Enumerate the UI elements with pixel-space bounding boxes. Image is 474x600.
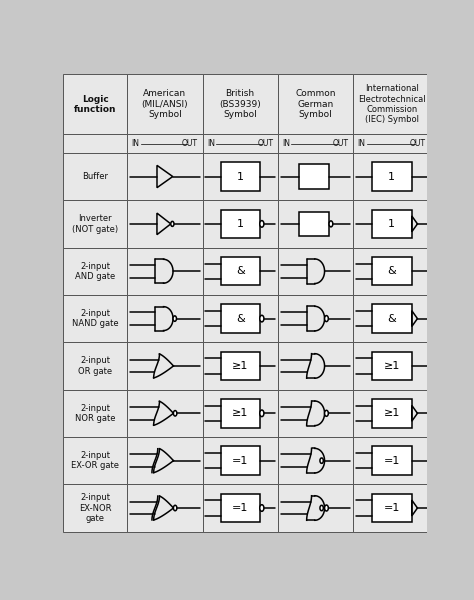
Bar xyxy=(372,399,412,428)
Ellipse shape xyxy=(260,221,264,227)
Ellipse shape xyxy=(260,315,264,322)
Bar xyxy=(202,248,278,295)
Text: ≥1: ≥1 xyxy=(232,361,248,371)
Text: American
(MIL/ANSI)
Symbol: American (MIL/ANSI) Symbol xyxy=(142,89,188,119)
Bar xyxy=(63,295,127,342)
Bar xyxy=(278,484,353,532)
Bar xyxy=(220,494,260,522)
Bar xyxy=(220,399,260,428)
Text: International
Electrotechnical
Commission
(IEC) Symbol: International Electrotechnical Commissio… xyxy=(358,84,426,124)
Bar xyxy=(372,352,412,380)
Text: British
(BS3939)
Symbol: British (BS3939) Symbol xyxy=(219,89,261,119)
Bar xyxy=(299,212,329,236)
Bar xyxy=(202,153,278,200)
Bar xyxy=(202,134,278,153)
Bar xyxy=(202,389,278,437)
Ellipse shape xyxy=(171,221,174,226)
Text: 1: 1 xyxy=(388,172,395,182)
Bar xyxy=(353,153,430,200)
Bar xyxy=(63,153,127,200)
Bar xyxy=(202,200,278,248)
Bar xyxy=(127,153,202,200)
Bar xyxy=(220,304,260,333)
Ellipse shape xyxy=(329,221,333,227)
Bar xyxy=(127,248,202,295)
Text: &: & xyxy=(387,314,396,323)
Text: =1: =1 xyxy=(383,455,400,466)
Text: &: & xyxy=(236,314,245,323)
Text: &: & xyxy=(387,266,396,276)
Bar xyxy=(220,446,260,475)
Ellipse shape xyxy=(320,458,323,463)
Bar xyxy=(372,446,412,475)
Bar xyxy=(220,352,260,380)
Bar xyxy=(63,248,127,295)
Bar xyxy=(353,342,430,389)
Bar xyxy=(127,342,202,389)
Bar xyxy=(202,295,278,342)
Bar xyxy=(202,437,278,484)
Text: 2-input
EX-NOR
gate: 2-input EX-NOR gate xyxy=(79,493,111,523)
Bar xyxy=(63,389,127,437)
Ellipse shape xyxy=(173,505,177,511)
Text: ≥1: ≥1 xyxy=(383,409,400,418)
Text: 2-input
EX-OR gate: 2-input EX-OR gate xyxy=(71,451,119,470)
Bar xyxy=(353,389,430,437)
Ellipse shape xyxy=(320,505,323,511)
Bar xyxy=(299,164,329,189)
Text: OUT: OUT xyxy=(410,139,426,148)
Bar xyxy=(220,163,260,191)
Bar xyxy=(278,153,353,200)
Text: =1: =1 xyxy=(232,503,248,513)
Bar xyxy=(372,494,412,522)
Text: IN: IN xyxy=(207,139,215,148)
Text: OUT: OUT xyxy=(257,139,273,148)
Bar xyxy=(353,74,430,134)
Ellipse shape xyxy=(260,505,264,511)
Bar xyxy=(220,209,260,238)
Text: IN: IN xyxy=(132,139,140,148)
Text: 1: 1 xyxy=(237,172,244,182)
Bar xyxy=(278,248,353,295)
Bar xyxy=(353,437,430,484)
Text: IN: IN xyxy=(282,139,290,148)
Bar xyxy=(278,342,353,389)
Text: 1: 1 xyxy=(237,219,244,229)
Bar xyxy=(278,295,353,342)
Ellipse shape xyxy=(325,316,328,322)
Bar xyxy=(278,74,353,134)
Text: 1: 1 xyxy=(388,219,395,229)
Text: ≥1: ≥1 xyxy=(383,361,400,371)
Bar xyxy=(353,248,430,295)
Bar xyxy=(63,437,127,484)
Bar xyxy=(63,484,127,532)
Bar xyxy=(63,342,127,389)
Bar xyxy=(127,200,202,248)
Bar xyxy=(372,257,412,286)
Text: Buffer: Buffer xyxy=(82,172,108,181)
Bar xyxy=(278,389,353,437)
Bar xyxy=(372,163,412,191)
Text: =1: =1 xyxy=(383,503,400,513)
Bar xyxy=(63,200,127,248)
Bar xyxy=(127,134,202,153)
Text: Common
German
Symbol: Common German Symbol xyxy=(295,89,336,119)
Text: OUT: OUT xyxy=(182,139,198,148)
Bar xyxy=(220,257,260,286)
Bar xyxy=(202,484,278,532)
Bar xyxy=(127,389,202,437)
Bar xyxy=(278,134,353,153)
Bar xyxy=(278,437,353,484)
Ellipse shape xyxy=(325,505,328,511)
Ellipse shape xyxy=(173,410,177,416)
Ellipse shape xyxy=(260,410,264,416)
Ellipse shape xyxy=(173,316,176,322)
Bar xyxy=(127,437,202,484)
Bar xyxy=(353,295,430,342)
Bar xyxy=(372,304,412,333)
Text: 2-input
AND gate: 2-input AND gate xyxy=(75,262,115,281)
Text: Logic
function: Logic function xyxy=(74,95,116,114)
Bar xyxy=(127,484,202,532)
Bar xyxy=(127,295,202,342)
Text: 2-input
NAND gate: 2-input NAND gate xyxy=(72,309,118,328)
